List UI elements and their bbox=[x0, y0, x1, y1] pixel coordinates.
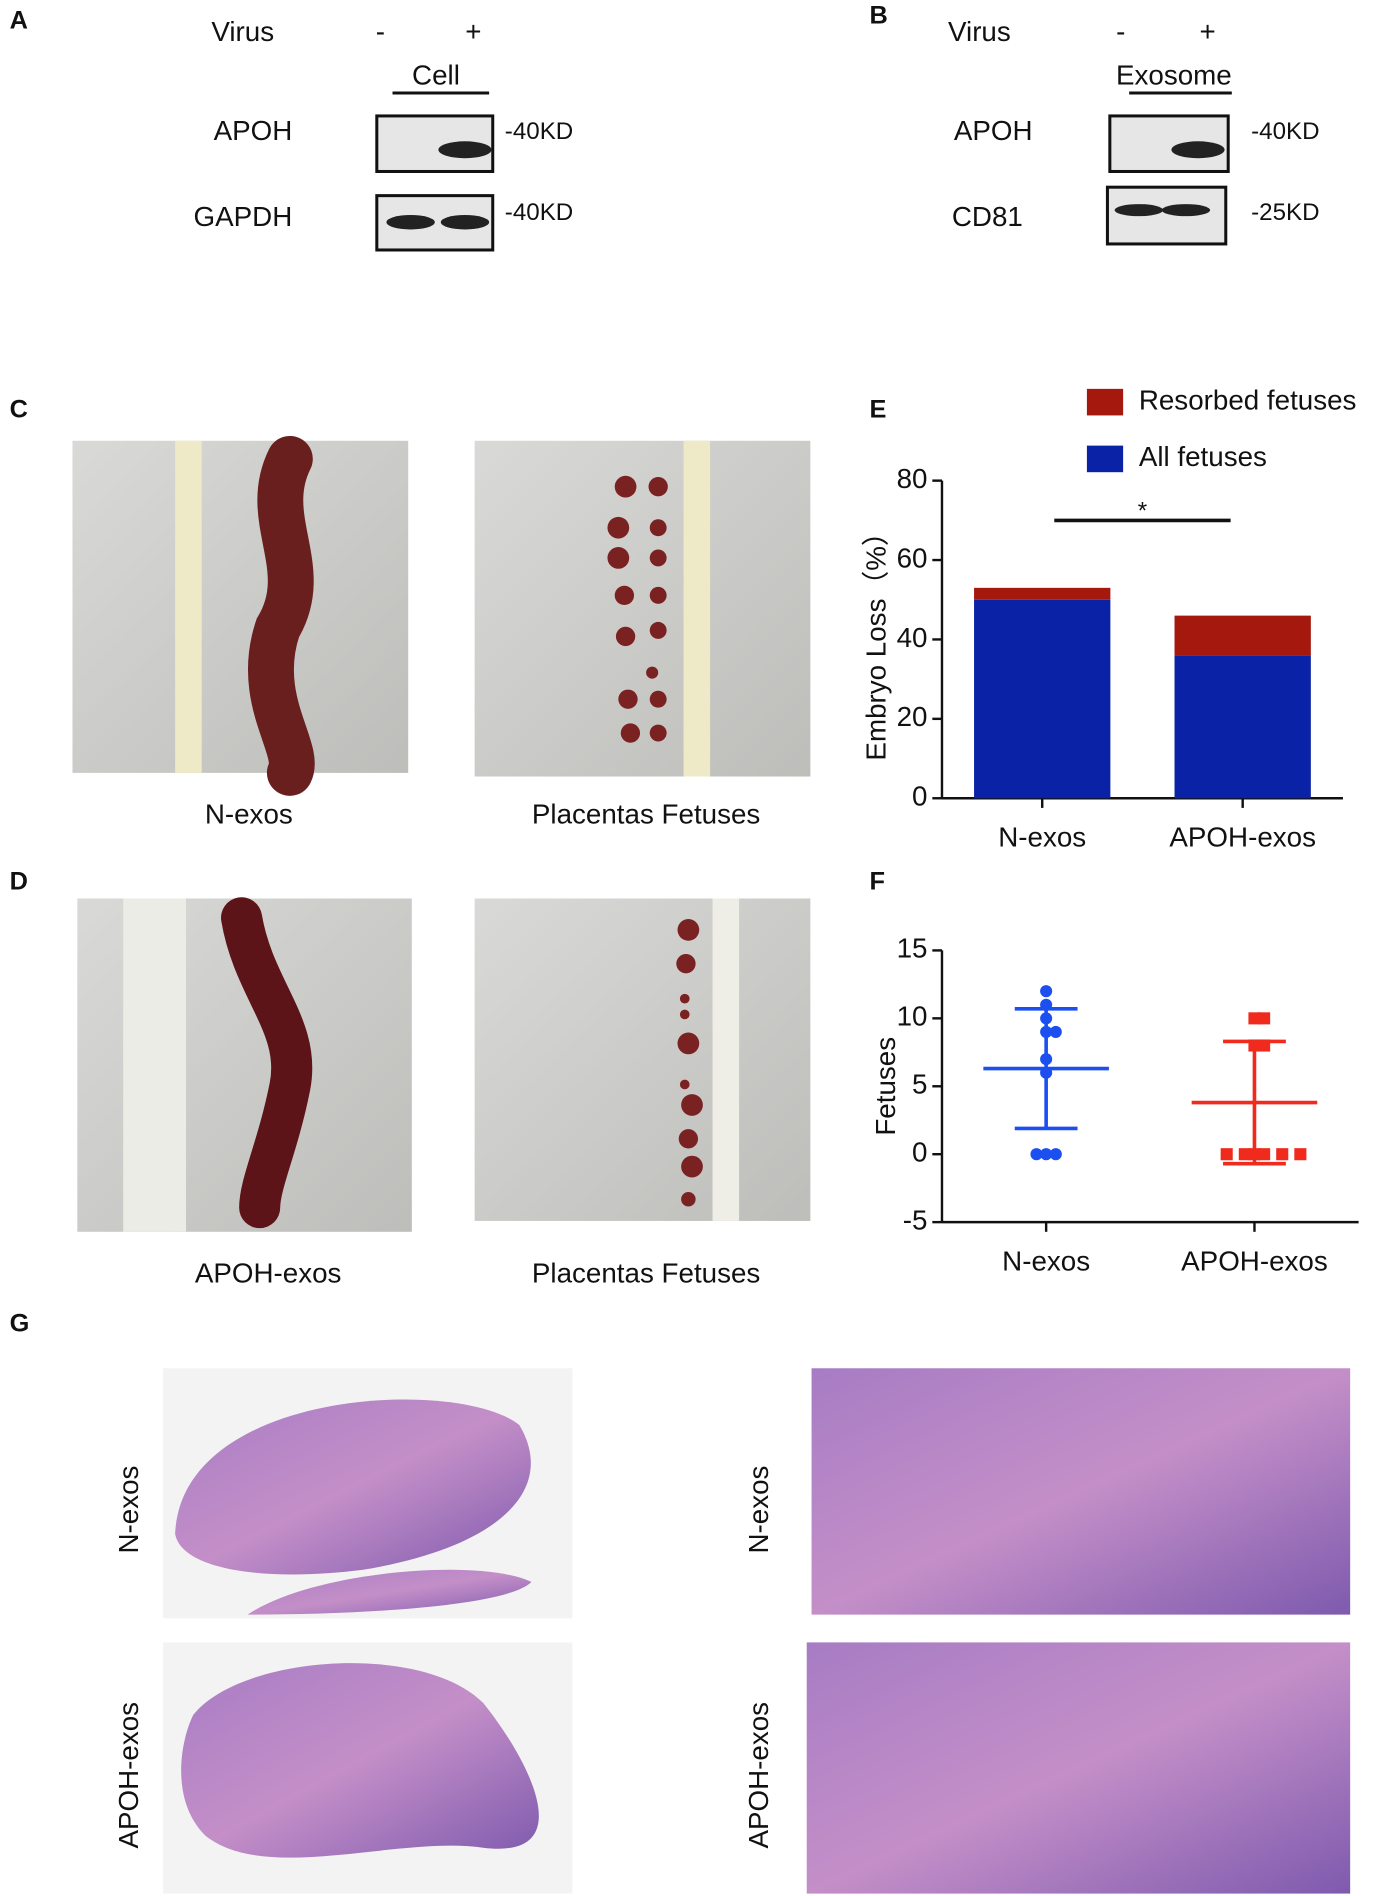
ruler bbox=[123, 898, 186, 1232]
panel-label: F bbox=[870, 867, 886, 895]
size-label: -40KD bbox=[505, 199, 573, 226]
ruler bbox=[712, 898, 740, 1221]
y-tick-label: 40 bbox=[897, 622, 928, 653]
uterus bbox=[221, 897, 313, 1229]
bar-segment bbox=[974, 599, 1111, 799]
band bbox=[1114, 204, 1163, 217]
legend-swatch bbox=[1086, 445, 1124, 473]
fetuses bbox=[607, 475, 668, 743]
panel-label: A bbox=[10, 6, 28, 34]
ruler bbox=[683, 440, 711, 777]
plus: + bbox=[465, 16, 481, 47]
panel-label: C bbox=[10, 395, 28, 423]
sample-label: Exosome bbox=[1116, 60, 1232, 91]
row-label: APOH-exos bbox=[113, 1702, 144, 1849]
uterus bbox=[247, 435, 315, 796]
point bbox=[1276, 1148, 1289, 1161]
point bbox=[1030, 1148, 1043, 1161]
point bbox=[1294, 1148, 1307, 1161]
tissue bbox=[175, 1399, 531, 1575]
point bbox=[1220, 1148, 1233, 1161]
panel-label: G bbox=[10, 1309, 30, 1337]
band bbox=[440, 214, 490, 230]
row-label: APOH bbox=[954, 115, 1033, 146]
tissue bbox=[181, 1663, 539, 1858]
legend-label: All fetuses bbox=[1139, 441, 1267, 472]
y-axis-label: Embryo Loss（%） bbox=[860, 518, 891, 760]
row-label: APOH-exos bbox=[743, 1702, 774, 1849]
photo bbox=[72, 440, 409, 773]
row-label: CD81 bbox=[952, 201, 1023, 232]
minus: - bbox=[376, 16, 385, 47]
y-tick-label: 0 bbox=[912, 1137, 927, 1168]
histology bbox=[811, 1368, 1351, 1615]
sample-label: Cell bbox=[412, 60, 460, 91]
x-tick-label: N-exos bbox=[1002, 1246, 1090, 1277]
point bbox=[1238, 1148, 1251, 1161]
minus: - bbox=[1116, 16, 1125, 47]
panel-label: B bbox=[870, 2, 888, 30]
caption: Placentas Fetuses bbox=[532, 1258, 760, 1289]
y-tick-label: 20 bbox=[897, 701, 928, 732]
row-label: N-exos bbox=[113, 1466, 144, 1554]
y-tick-label: 15 bbox=[897, 933, 928, 964]
point bbox=[1248, 1012, 1261, 1025]
x-tick-label: N-exos bbox=[998, 822, 1086, 853]
point bbox=[1049, 1025, 1062, 1038]
y-tick-label: 5 bbox=[912, 1069, 927, 1100]
row-label: N-exos bbox=[743, 1466, 774, 1554]
band bbox=[386, 214, 435, 230]
y-tick-label: -5 bbox=[903, 1204, 928, 1235]
panel-label: D bbox=[10, 867, 28, 895]
blot bbox=[1105, 185, 1228, 246]
caption: APOH-exos bbox=[195, 1258, 342, 1289]
plus: + bbox=[1200, 16, 1216, 47]
point bbox=[1258, 1148, 1271, 1161]
point bbox=[1049, 1148, 1062, 1161]
panel-label: E bbox=[870, 395, 887, 423]
row-label: GAPDH bbox=[194, 201, 293, 232]
photo bbox=[474, 440, 811, 777]
virus-label: Virus bbox=[948, 16, 1011, 47]
x-tick-label: APOH-exos bbox=[1169, 822, 1316, 853]
row-label: APOH bbox=[214, 115, 293, 146]
y-tick-label: 80 bbox=[897, 463, 928, 494]
size-label: -40KD bbox=[505, 118, 573, 145]
y-tick-label: 10 bbox=[897, 1001, 928, 1032]
bar-segment bbox=[974, 587, 1111, 600]
point bbox=[1258, 1012, 1271, 1025]
point bbox=[1040, 1148, 1053, 1161]
caption: N-exos bbox=[205, 799, 293, 830]
band bbox=[438, 141, 492, 159]
y-tick-label: 0 bbox=[912, 781, 927, 812]
size-label: -25KD bbox=[1251, 199, 1319, 226]
photo bbox=[474, 898, 811, 1221]
legend-label: Resorbed fetuses bbox=[1139, 384, 1357, 415]
point bbox=[1040, 985, 1053, 998]
x-tick-label: APOH-exos bbox=[1181, 1246, 1328, 1277]
band bbox=[1161, 204, 1211, 217]
ruler bbox=[175, 440, 202, 773]
caption: Placentas Fetuses bbox=[532, 799, 760, 830]
bar-segment bbox=[1174, 615, 1311, 656]
y-axis-label: Fetuses bbox=[870, 1037, 901, 1136]
virus-label: Virus bbox=[211, 16, 274, 47]
size-label: -40KD bbox=[1251, 118, 1319, 145]
band bbox=[1171, 141, 1225, 159]
fetuses bbox=[676, 919, 703, 1207]
legend-swatch bbox=[1086, 388, 1124, 416]
histology bbox=[806, 1642, 1351, 1894]
y-tick-label: 60 bbox=[897, 542, 928, 573]
annotation: * bbox=[1138, 497, 1148, 524]
bar-segment bbox=[1174, 655, 1311, 799]
tissue bbox=[247, 1569, 532, 1615]
